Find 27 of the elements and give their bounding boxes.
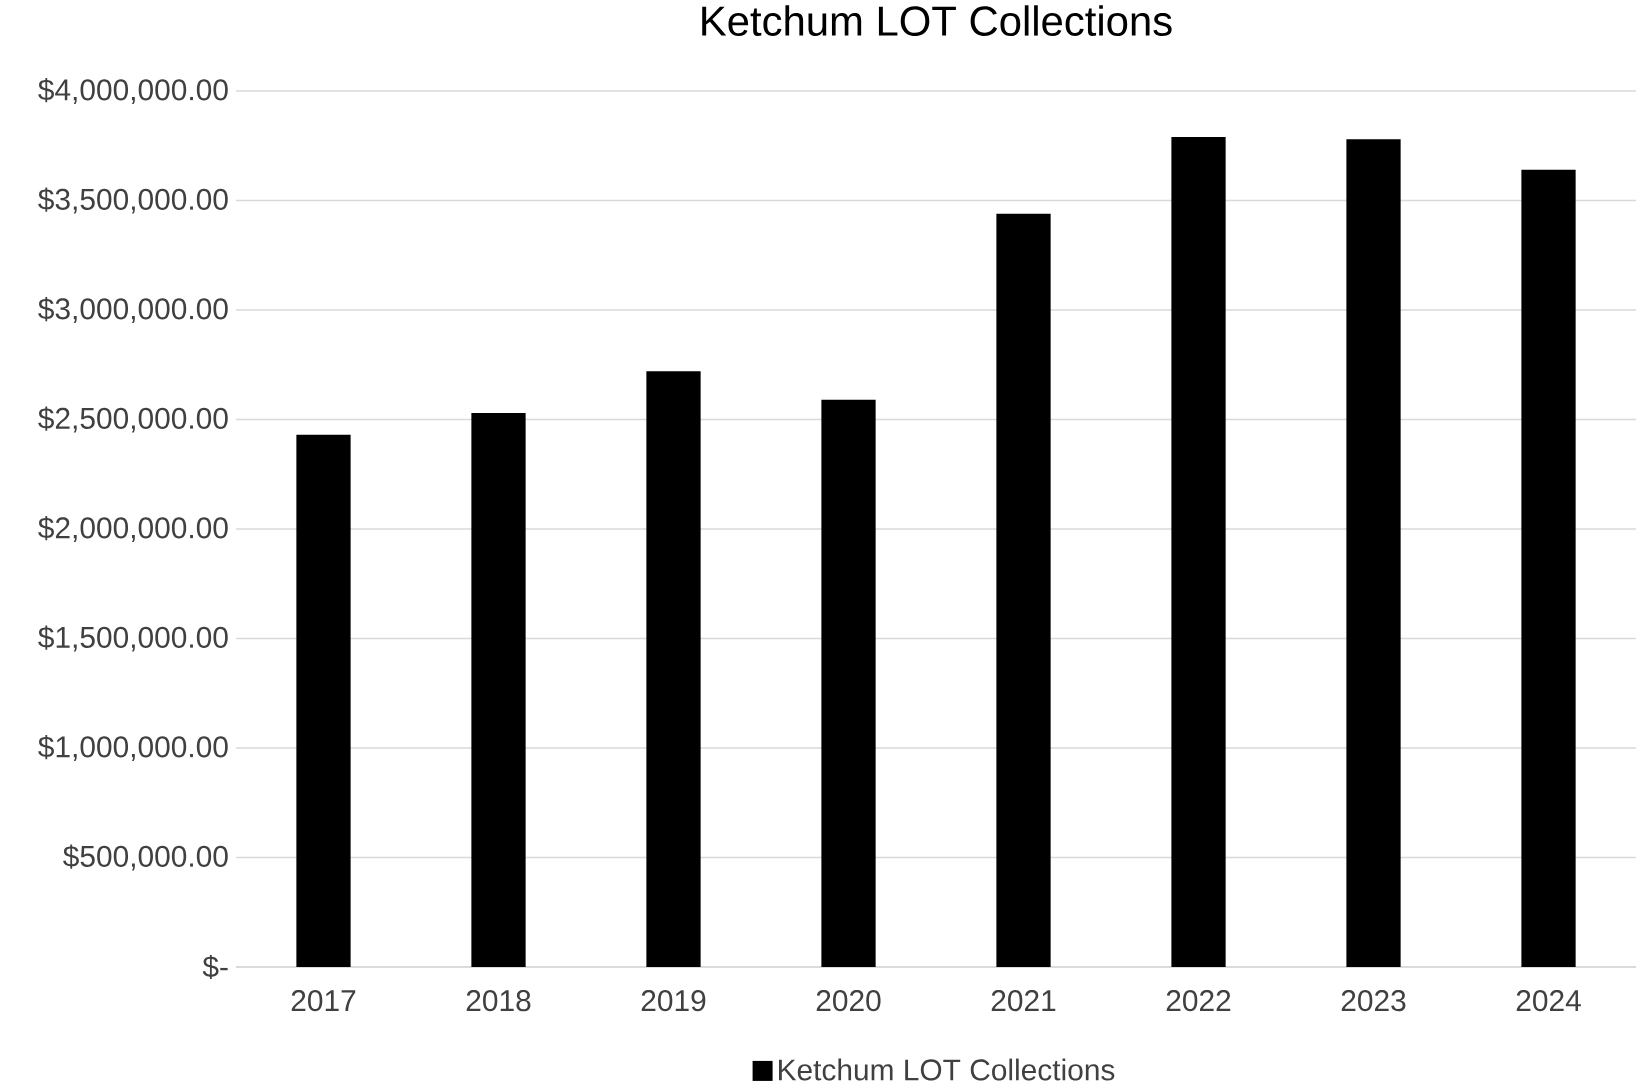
y-tick-label: $500,000.00	[63, 844, 228, 871]
y-tick-label: $3,500,000.00	[38, 187, 228, 214]
bar	[296, 434, 351, 967]
x-tick-label: 2019	[641, 990, 706, 1012]
legend-label: Ketchum LOT Collections	[779, 1058, 1115, 1081]
bar	[1346, 139, 1401, 967]
y-tick-label: $2,000,000.00	[38, 516, 228, 542]
x-tick-label: 2018	[466, 990, 531, 1012]
y-tick-label: $1,500,000.00	[38, 625, 228, 652]
y-tick-label: $-	[202, 954, 228, 980]
x-tick-label: 2021	[991, 990, 1056, 1012]
x-tick-label: 2017	[291, 990, 356, 1012]
bar	[646, 371, 701, 967]
y-tick-label: $4,000,000.00	[38, 78, 228, 104]
bar	[996, 213, 1051, 967]
bar	[1171, 136, 1226, 967]
bar	[1521, 169, 1576, 967]
bar	[471, 412, 526, 967]
x-tick-label: 2024	[1516, 990, 1581, 1012]
chart-title: Ketchum LOT Collections	[702, 5, 1172, 36]
x-tick-label: 2022	[1166, 990, 1231, 1012]
x-tick-label: 2020	[816, 990, 881, 1012]
y-tick-label: $3,000,000.00	[38, 297, 228, 323]
y-tick-label: $2,500,000.00	[38, 406, 228, 433]
x-tick-label: 2023	[1341, 990, 1406, 1012]
y-tick-label: $1,000,000.00	[38, 735, 228, 761]
bar	[821, 399, 876, 967]
